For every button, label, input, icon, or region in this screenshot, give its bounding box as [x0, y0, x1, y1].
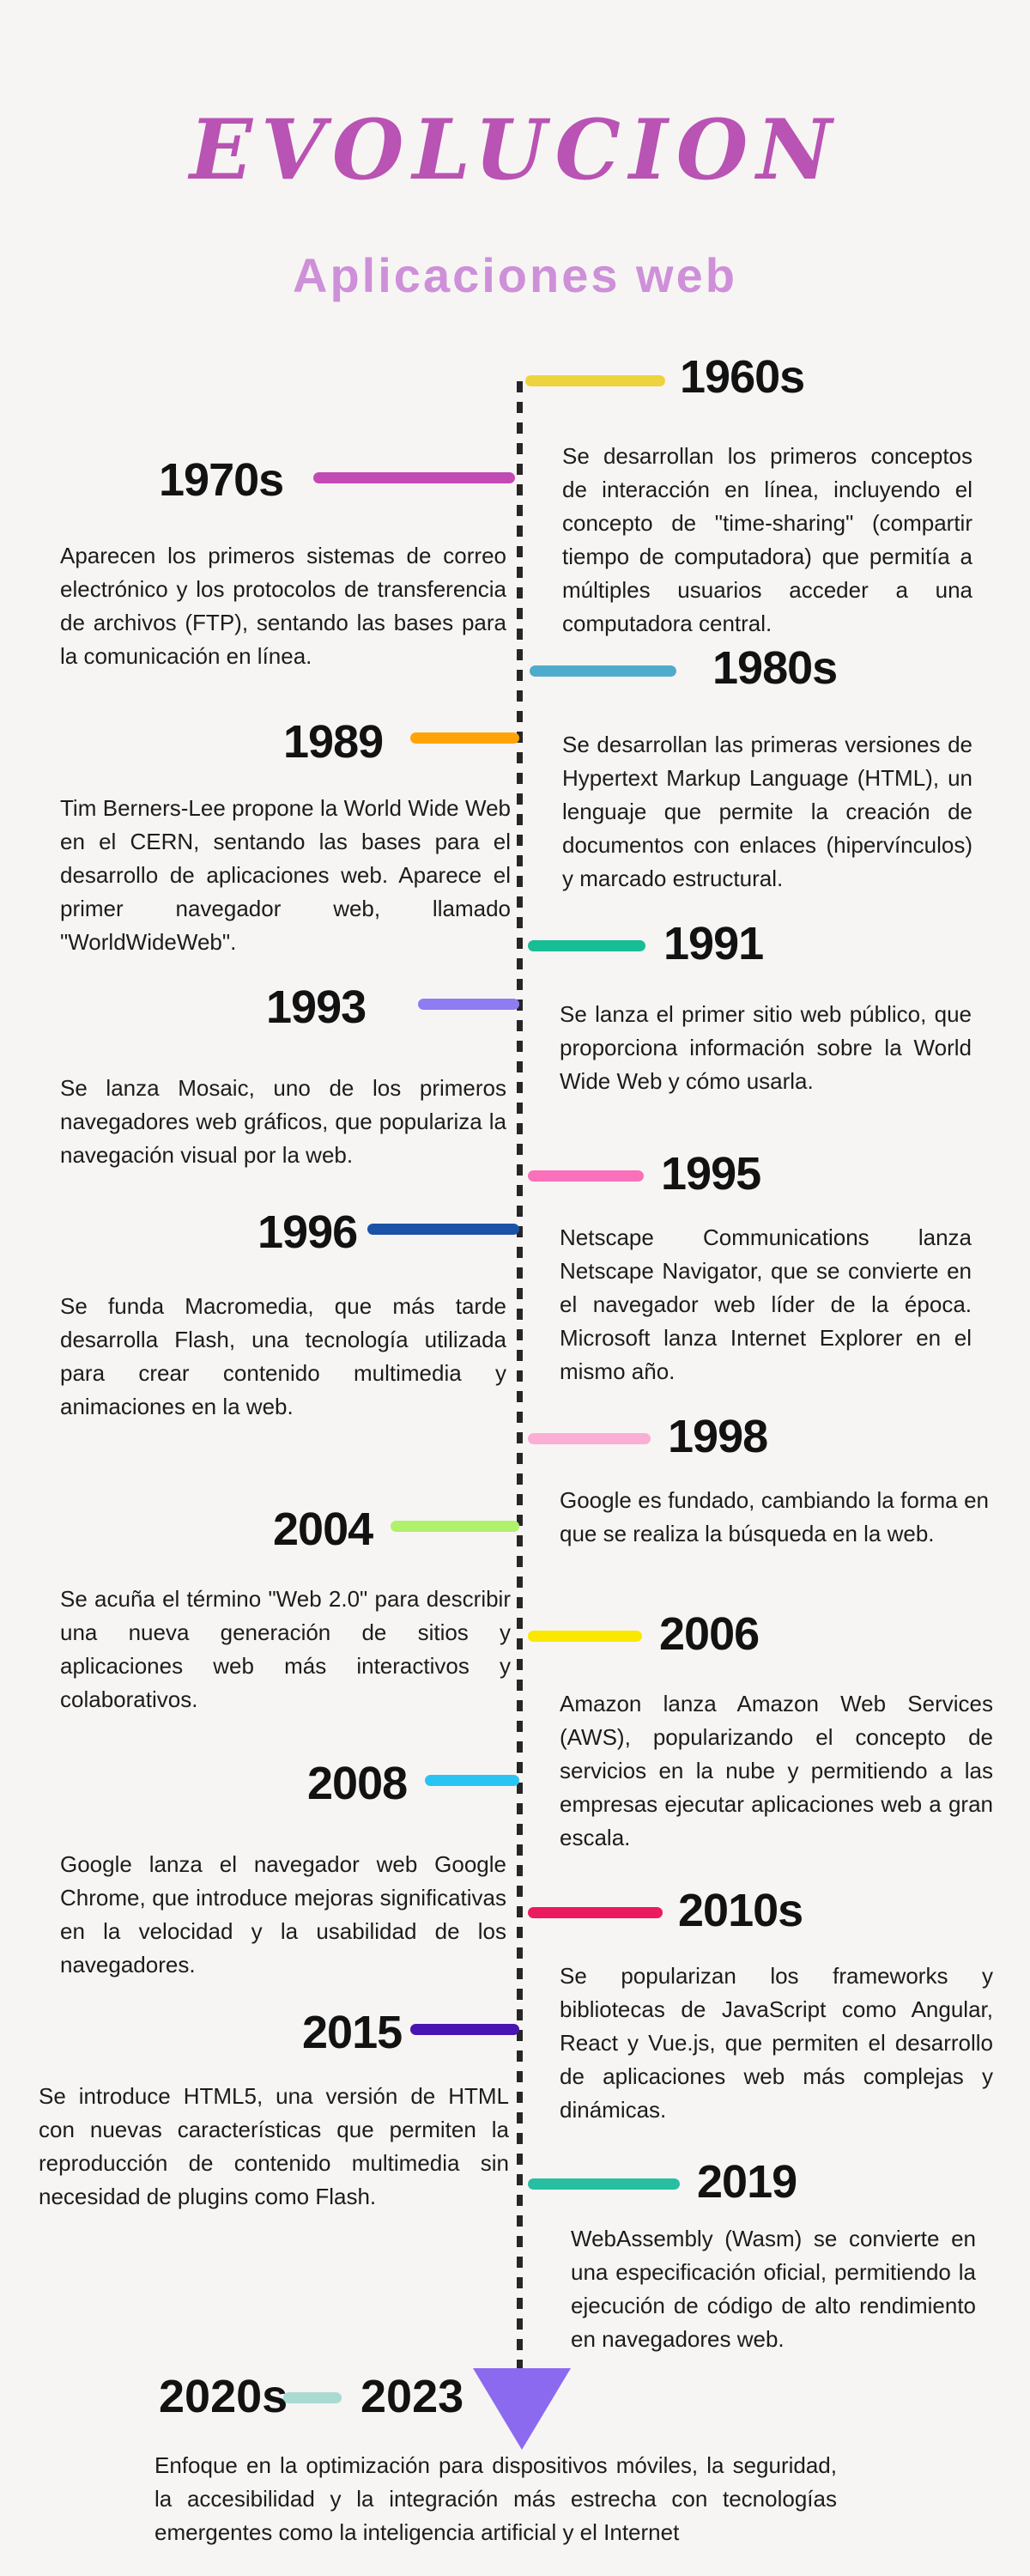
event-text-2004: Se acuña el término "Web 2.0" para descr… — [60, 1586, 511, 1712]
year-label-2008: 2008 — [307, 1758, 408, 1809]
event-text-1970s: Aparecen los primeros sistemas de correo… — [60, 543, 506, 669]
event-text-2019: WebAssembly (Wasm) se convierte en una e… — [571, 2226, 976, 2352]
event-text-1993: Se lanza Mosaic, uno de los primeros nav… — [60, 1075, 506, 1168]
connector-1993 — [418, 999, 519, 1010]
year-label-1995: 1995 — [661, 1148, 761, 1200]
arrow-down-icon — [473, 2368, 571, 2450]
connector-1980s — [530, 665, 676, 677]
year-label-2004: 2004 — [273, 1504, 373, 1555]
year-label-2023: 2023 — [360, 2371, 464, 2422]
event-text-2008: Google lanza el navegador web Google Chr… — [60, 1851, 506, 1978]
year-label-2006: 2006 — [659, 1608, 760, 1660]
event-text-1998: Google es fundado, cambiando la forma en… — [560, 1487, 989, 1546]
event-text-2010s: Se popularizan los frameworks y bibliote… — [560, 1963, 993, 2123]
event-text-2015: Se introduce HTML5, una versión de HTML … — [39, 2083, 509, 2209]
year-label-1989: 1989 — [283, 716, 384, 768]
connector-2010s — [528, 1907, 663, 1918]
connector-1989 — [410, 732, 519, 744]
connector-1996 — [367, 1224, 519, 1235]
connector-2006 — [528, 1631, 642, 1642]
year-label-2015: 2015 — [302, 2007, 403, 2058]
timeline-spine — [517, 381, 523, 2382]
connector-1960s — [525, 375, 665, 386]
page-title: EVOLUCION — [189, 101, 841, 198]
year-label-2010s: 2010s — [678, 1885, 803, 1936]
year-label-1980s: 1980s — [712, 642, 838, 694]
connector-2008 — [425, 1775, 519, 1786]
year-label-1960s: 1960s — [680, 351, 805, 403]
connector-1991 — [528, 940, 645, 951]
year-label-1996: 1996 — [258, 1206, 358, 1258]
connector-1995 — [528, 1170, 644, 1182]
year-label-2019: 2019 — [697, 2156, 797, 2208]
year-label-1970s: 1970s — [159, 454, 284, 506]
page-subtitle: Aplicaciones web — [293, 248, 737, 302]
year-label-1991: 1991 — [663, 918, 764, 969]
connector-1970s — [313, 472, 515, 483]
footer-text: Enfoque en la optimización para disposit… — [154, 2452, 837, 2545]
connector-2019 — [528, 2178, 680, 2190]
event-text-1960s: Se desarrollan los primeros conceptos de… — [562, 443, 972, 636]
event-text-1991: Se lanza el primer sitio web público, qu… — [560, 1001, 972, 1094]
event-text-1980s: Se desarrollan las primeras versiones de… — [562, 732, 972, 891]
year-label-2020s: 2020s — [159, 2371, 288, 2422]
year-label-1998: 1998 — [668, 1411, 768, 1462]
event-text-1989: Tim Berners-Lee propone la World Wide We… — [60, 795, 511, 955]
connector-2004 — [391, 1521, 519, 1532]
event-text-2006: Amazon lanza Amazon Web Services (AWS), … — [560, 1691, 993, 1850]
event-text-1996: Se funda Macromedia, que más tarde desar… — [60, 1293, 506, 1419]
year-label-1993: 1993 — [266, 981, 367, 1033]
connector-2020s — [283, 2392, 342, 2403]
connector-1998 — [528, 1433, 651, 1444]
connector-2015 — [410, 2024, 519, 2035]
event-text-1995: Netscape Communications lanza Netscape N… — [560, 1224, 972, 1384]
